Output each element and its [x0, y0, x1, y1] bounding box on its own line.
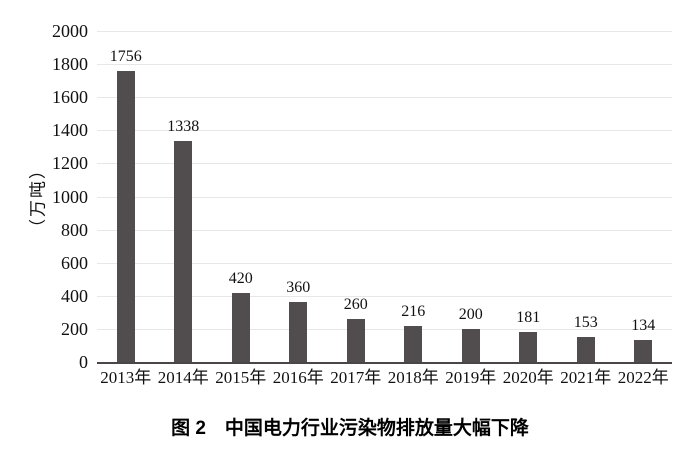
- figure-caption: 图 2 中国电力行业污染物排放量大幅下降: [171, 418, 529, 439]
- bar: [346, 318, 365, 362]
- x-axis-labels: 2013年 2014年 2015年 2016年 2017年 2018年 2019年 2020年…: [97, 368, 672, 390]
- bar-value-label: 153: [573, 313, 598, 331]
- bar-value-label: 200: [458, 305, 483, 323]
- bar-value-label: 134: [631, 316, 656, 334]
- plot-area: 1756 1338 420 360 260 216 200 181 153 134: [97, 31, 672, 364]
- y-tick-label: 0: [79, 352, 88, 372]
- y-tick-label: 600: [61, 252, 88, 273]
- x-tick-label: 2019年: [445, 368, 497, 387]
- bar: [231, 292, 250, 362]
- bar: [404, 326, 423, 362]
- y-tick-label: 1400: [52, 120, 88, 141]
- bar: [519, 332, 538, 362]
- gridline: [97, 196, 672, 198]
- bar: [634, 339, 653, 362]
- x-tick-label: 2018年: [387, 368, 439, 387]
- bar: [116, 71, 135, 362]
- bar-value-label: 260: [343, 295, 368, 313]
- bar-value-label: 1338: [167, 117, 200, 135]
- bar: [461, 328, 480, 362]
- bar: [289, 302, 308, 362]
- gridline: [97, 130, 672, 132]
- x-tick-label: 2022年: [617, 368, 669, 387]
- x-tick-label: 2021年: [560, 368, 612, 387]
- y-tick-label: 1200: [52, 153, 88, 174]
- y-tick-label: 2000: [52, 21, 88, 41]
- gridline: [97, 295, 672, 297]
- bar: [576, 336, 595, 362]
- bar-value-label: 1756: [109, 48, 142, 66]
- gridline: [97, 229, 672, 231]
- y-tick-label: 400: [61, 285, 88, 306]
- y-tick-label: 1600: [52, 87, 88, 108]
- y-tick-label: 800: [61, 219, 88, 240]
- x-tick-label: 2015年: [215, 368, 267, 387]
- bar-value-label: 360: [286, 279, 311, 297]
- x-tick-label: 2013年: [100, 368, 152, 387]
- bar-value-label: 181: [516, 309, 541, 327]
- gridline: [97, 163, 672, 165]
- bar-value-label: 216: [401, 303, 426, 321]
- bar: [174, 140, 193, 362]
- x-tick-label: 2020年: [502, 368, 554, 387]
- bar-value-label: 420: [228, 269, 253, 287]
- gridline: [97, 262, 672, 264]
- y-tick-label: 1000: [52, 186, 88, 207]
- x-tick-label: 2016年: [272, 368, 324, 387]
- x-tick-label: 2017年: [330, 368, 382, 387]
- x-tick-label: 2014年: [157, 368, 209, 387]
- gridline: [97, 328, 672, 330]
- y-tick-label: 200: [61, 318, 88, 339]
- gridline: [97, 31, 672, 32]
- gridline: [97, 97, 672, 99]
- y-tick-label: 1800: [52, 54, 88, 75]
- y-axis-ticks: 0 200 400 600 800 1000 1200 1400 1600 1800 2000: [0, 21, 88, 372]
- gridline: [97, 64, 672, 66]
